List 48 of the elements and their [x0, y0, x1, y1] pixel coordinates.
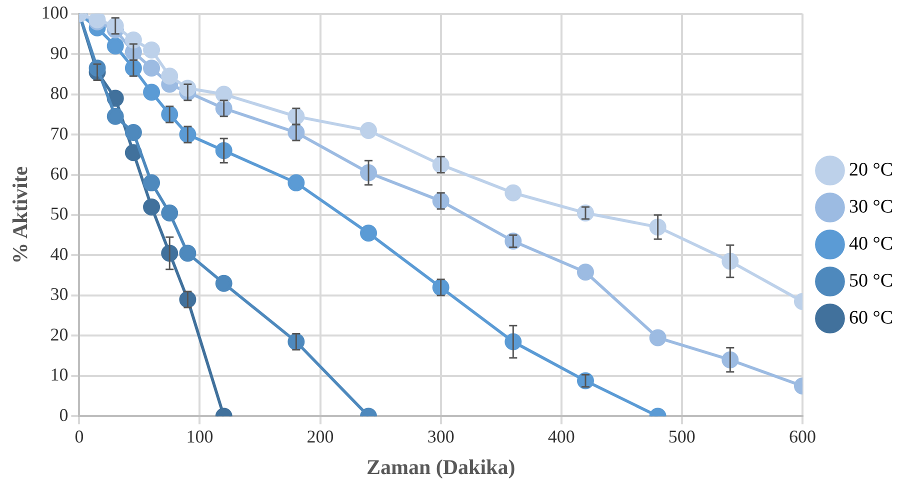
point: [215, 274, 232, 292]
y-tick-label: 90: [50, 42, 68, 63]
y-tick-label: 50: [50, 204, 68, 224]
x-tick-label: 300: [427, 426, 454, 447]
legend-label: 40 °C: [848, 233, 894, 254]
legend-label: 50 °C: [848, 270, 894, 292]
legend-label: 20 °C: [848, 159, 894, 180]
x-tick-label: 500: [668, 426, 696, 447]
point: [360, 224, 378, 242]
point: [161, 68, 178, 85]
point: [360, 122, 378, 139]
legend-label: 60 °C: [848, 307, 894, 328]
y-tick-label: 80: [50, 83, 68, 104]
y-axis-title: % Aktivite: [8, 166, 32, 264]
point: [288, 174, 305, 192]
point: [215, 86, 232, 103]
point: [143, 60, 160, 77]
x-tick-label: 200: [306, 426, 334, 447]
point: [161, 204, 178, 222]
x-tick-label: 400: [548, 426, 575, 447]
legend-label: 30 °C: [848, 196, 894, 218]
point: [504, 232, 522, 250]
x-axis-title: Zaman (Dakika): [366, 454, 516, 479]
point: [179, 244, 196, 262]
y-tick-label: 60: [50, 163, 68, 184]
point: [124, 124, 142, 142]
point: [649, 329, 666, 346]
point: [106, 108, 124, 125]
y-tick-label: 40: [50, 244, 68, 264]
point: [106, 37, 124, 54]
point: [504, 184, 522, 202]
y-tick-label: 30: [50, 284, 68, 304]
point: [143, 174, 160, 192]
point: [576, 264, 594, 281]
x-tick-label: 0: [74, 426, 84, 447]
y-tick-label: 70: [50, 123, 68, 144]
point: [576, 372, 594, 390]
y-tick-label: 100: [41, 2, 68, 23]
y-tick-label: 10: [50, 364, 68, 385]
point: [576, 204, 594, 222]
x-tick-label: 100: [186, 426, 214, 447]
point: [143, 42, 160, 59]
y-tick-label: 20: [50, 324, 68, 344]
point: [143, 198, 160, 216]
point: [124, 144, 142, 162]
x-tick-label: 600: [788, 426, 816, 447]
point: [143, 84, 160, 101]
y-tick-label: 0: [59, 404, 68, 425]
